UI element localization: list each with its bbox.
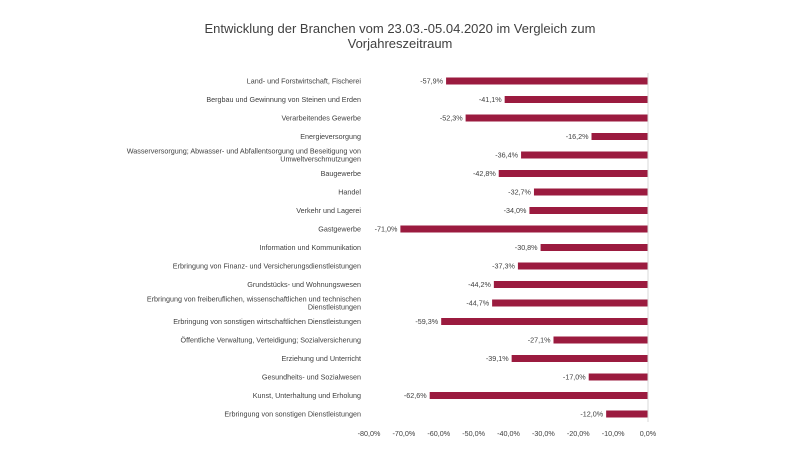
category-label: Erziehung und Unterricht xyxy=(281,354,361,363)
bar xyxy=(498,170,648,177)
data-labels: -57,9% -41,1% -52,3% -16,2% -36,4% -42,8% -32,… xyxy=(375,77,604,419)
data-label: -41,1% xyxy=(479,95,502,104)
x-axis: -80,0% -70,0% -60,0% -50,0% -40,0% -30,0% -20,… xyxy=(358,73,657,438)
bar xyxy=(588,373,648,381)
bar xyxy=(493,281,648,288)
category-label: Land- und Forstwirtschaft, Fischerei xyxy=(247,77,362,86)
chart-title: Entwicklung der Branchen vom 23.03.-05.0… xyxy=(205,21,596,51)
bar xyxy=(511,355,648,362)
bar xyxy=(517,262,648,270)
data-label: -32,7% xyxy=(508,188,531,197)
data-label: -17,0% xyxy=(563,373,586,382)
data-label: -16,2% xyxy=(566,132,589,141)
chart-title-line: Vorjahreszeitraum xyxy=(348,36,453,51)
x-tick-label: -60,0% xyxy=(427,429,450,438)
x-tick-label: -40,0% xyxy=(497,429,520,438)
data-label: -12,0% xyxy=(580,410,603,419)
data-label: -39,1% xyxy=(486,354,509,363)
data-label: -42,8% xyxy=(473,169,496,178)
bar xyxy=(540,244,648,251)
bar xyxy=(591,133,648,140)
data-label: -62,6% xyxy=(404,391,427,400)
x-tick-label: -70,0% xyxy=(392,429,415,438)
bar xyxy=(553,336,648,344)
data-label: -36,4% xyxy=(495,151,518,160)
bar xyxy=(465,114,648,122)
x-tick-label: 0,0% xyxy=(640,429,657,438)
data-label: -34,0% xyxy=(504,206,527,215)
category-label: Information und Kommunikation xyxy=(260,243,361,252)
bar xyxy=(521,151,648,159)
bar xyxy=(492,299,648,307)
category-label: Erbringung von sonstigen Dienstleistunge… xyxy=(224,410,361,419)
category-label: Kunst, Unterhaltung und Erholung xyxy=(253,391,361,400)
x-tick-label: -80,0% xyxy=(358,429,381,438)
bar xyxy=(441,318,648,325)
category-label: Erbringung von Finanz- und Versicherungs… xyxy=(173,262,361,271)
chart-title-line: Entwicklung der Branchen vom 23.03.-05.0… xyxy=(205,21,596,36)
x-tick-label: -50,0% xyxy=(462,429,485,438)
category-labels: Land- und Forstwirtschaft, Fischerei Berg… xyxy=(127,77,362,419)
category-label: Wasserversorgung; Abwasser- und Abfallen… xyxy=(127,147,361,156)
bar xyxy=(429,392,648,399)
data-label: -52,3% xyxy=(440,114,463,123)
category-label: Dienstleistungen xyxy=(308,303,361,312)
bar xyxy=(529,207,648,214)
category-label: Energieversorgung xyxy=(300,132,361,141)
bar xyxy=(446,77,648,85)
category-label: Erbringung von freiberuflichen, wissensc… xyxy=(147,295,361,304)
category-label: Gastgewerbe xyxy=(318,225,361,234)
category-label: Verarbeitendes Gewerbe xyxy=(281,114,361,123)
x-tick-label: -20,0% xyxy=(567,429,590,438)
category-label: Umweltverschmutzungen xyxy=(280,155,361,164)
data-label: -71,0% xyxy=(375,225,398,234)
bars xyxy=(400,77,648,418)
data-label: -57,9% xyxy=(420,77,443,86)
bar xyxy=(533,188,648,196)
category-label: Gesundheits- und Sozialwesen xyxy=(262,373,361,382)
category-label: Öffentliche Verwaltung, Verteidigung; So… xyxy=(181,336,361,345)
data-label: -27,1% xyxy=(528,336,551,345)
x-tick-label: -30,0% xyxy=(532,429,555,438)
category-label: Baugewerbe xyxy=(321,169,361,178)
data-label: -59,3% xyxy=(415,317,438,326)
category-label: Erbringung von sonstigen wirtschaftliche… xyxy=(173,317,361,326)
bar xyxy=(606,410,648,418)
data-label: -30,8% xyxy=(515,243,538,252)
category-label: Verkehr und Lagerei xyxy=(296,206,361,215)
bar xyxy=(504,96,648,103)
data-label: -37,3% xyxy=(492,262,515,271)
data-label: -44,2% xyxy=(468,280,491,289)
category-label: Handel xyxy=(338,188,361,197)
x-tick-label: -10,0% xyxy=(602,429,625,438)
category-label: Bergbau und Gewinnung von Steinen und Er… xyxy=(206,95,361,104)
data-label: -44,7% xyxy=(466,299,489,308)
category-label: Grundstücks- und Wohnungswesen xyxy=(247,280,361,289)
bar xyxy=(400,225,648,233)
